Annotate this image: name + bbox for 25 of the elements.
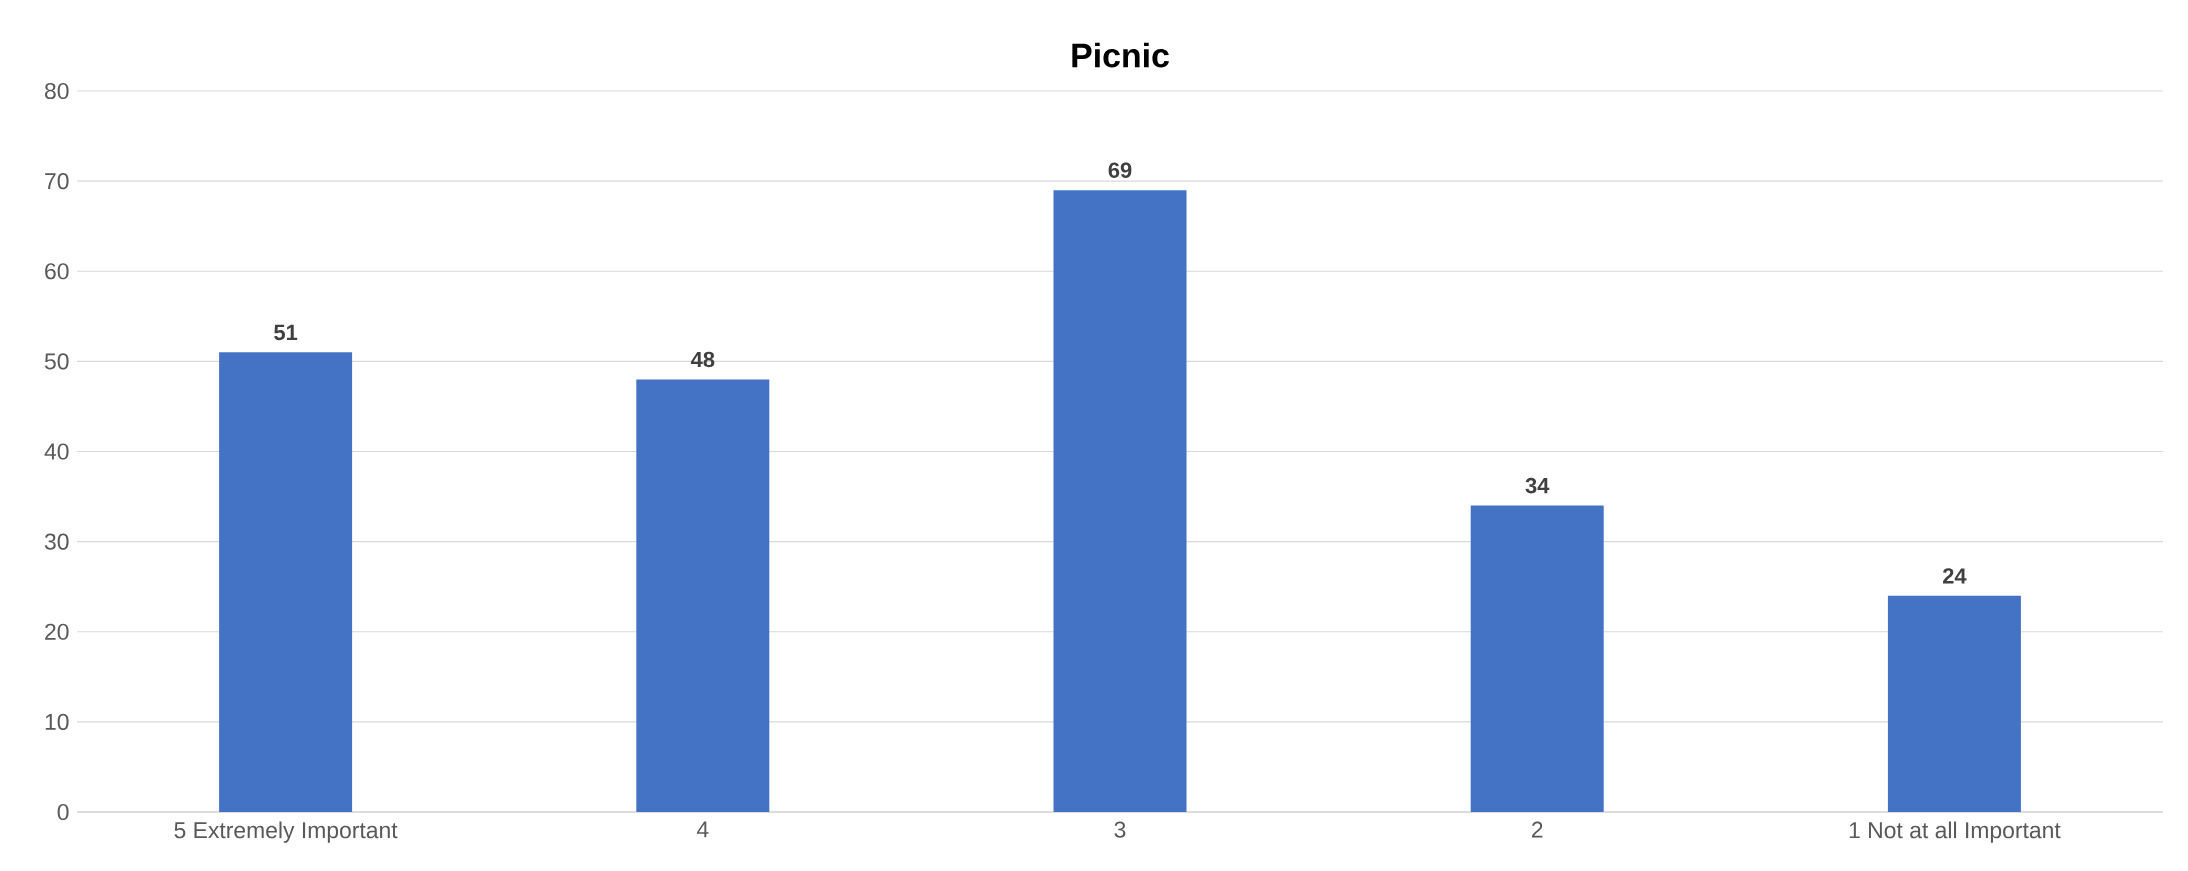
bar <box>636 379 770 812</box>
bar <box>1470 505 1604 812</box>
y-tick-label: 0 <box>57 803 69 821</box>
x-tick-label: 1 Not at all Important <box>1849 821 2061 843</box>
y-tick-label: 20 <box>45 623 69 640</box>
data-label: 34 <box>1525 477 1550 494</box>
data-label: 51 <box>274 324 298 341</box>
data-label: 24 <box>1942 568 1967 584</box>
bar <box>219 352 353 812</box>
bar <box>1887 595 2021 812</box>
x-tick-label: 5 Extremely Important <box>174 821 398 843</box>
y-tick-label: 50 <box>44 353 69 370</box>
y-tick-label: 10 <box>45 713 69 730</box>
x-tick-label: 4 <box>696 821 709 838</box>
y-tick-label: 70 <box>45 173 69 190</box>
data-label: 48 <box>690 351 715 368</box>
y-tick-label: 30 <box>44 533 69 550</box>
bar <box>1053 190 1187 812</box>
y-tick-label: 80 <box>44 82 69 100</box>
x-tick-label: 2 <box>1532 821 1543 838</box>
chart-title: Picnic <box>1072 42 1169 68</box>
y-tick-label: 40 <box>44 443 69 460</box>
y-tick-label: 60 <box>45 263 69 280</box>
x-tick-label: 3 <box>1114 821 1126 838</box>
data-label: 69 <box>1108 162 1132 178</box>
